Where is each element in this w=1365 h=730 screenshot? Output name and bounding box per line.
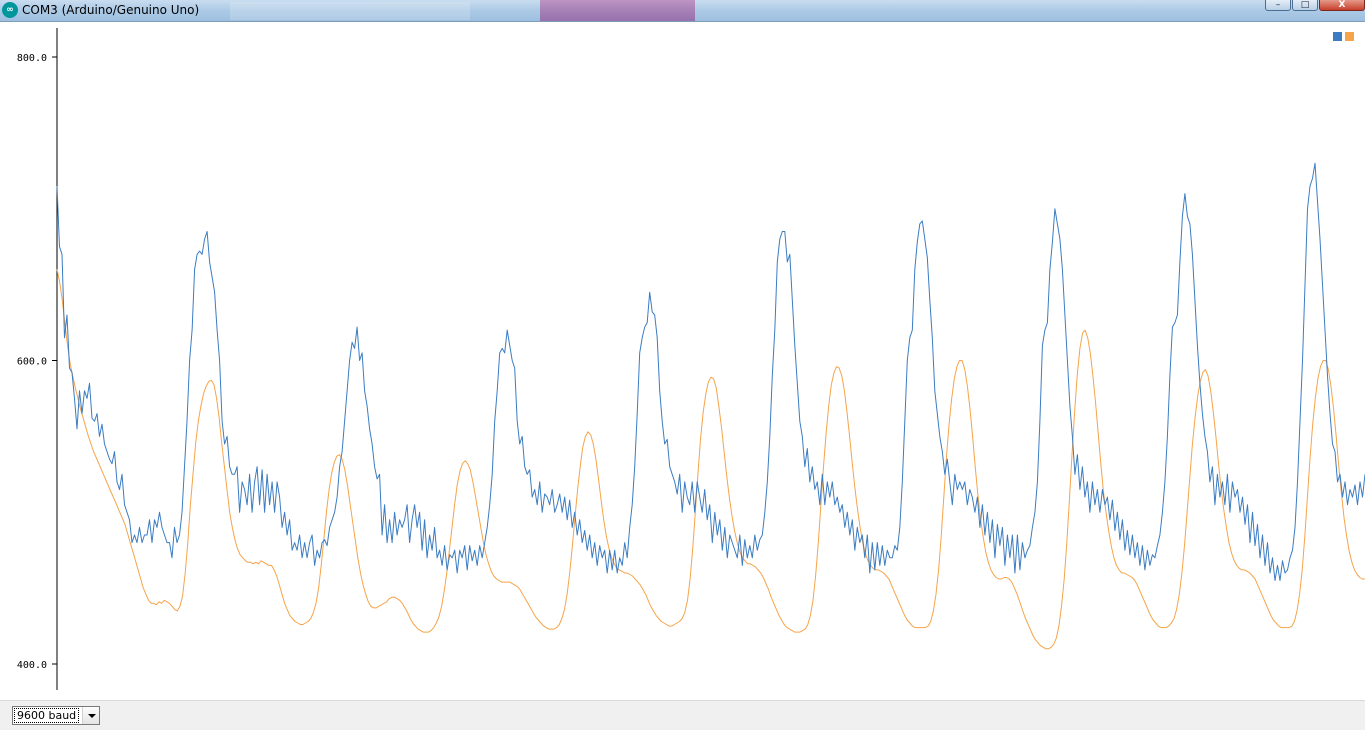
arduino-icon: ∞ xyxy=(2,2,18,18)
series-line-1 xyxy=(56,162,1365,581)
y-tick-label: 800.0 xyxy=(17,53,47,64)
background-window-glass xyxy=(230,2,470,20)
legend-swatch-1 xyxy=(1333,32,1342,41)
window-title: COM3 (Arduino/Genuino Uno) xyxy=(22,3,200,17)
chevron-down-icon[interactable] xyxy=(82,707,99,724)
y-tick-label: 600.0 xyxy=(17,357,47,368)
bottom-toolbar: 9600 baud xyxy=(0,700,1365,730)
legend-swatch-2 xyxy=(1345,32,1354,41)
maximize-icon: □ xyxy=(1300,0,1310,10)
window-title-bar[interactable]: ∞ COM3 (Arduino/Genuino Uno) – □ X xyxy=(0,0,1365,22)
series-layer xyxy=(56,162,1365,650)
close-icon: X xyxy=(1338,0,1346,10)
baud-rate-value: 9600 baud xyxy=(14,708,80,723)
serial-plotter-chart: 400.0 600.0 800.0 xyxy=(0,23,1365,699)
y-tick-label: 400.0 xyxy=(17,660,47,671)
legend xyxy=(1333,32,1354,41)
background-window-glass-highlight xyxy=(540,0,695,21)
baud-rate-select[interactable]: 9600 baud xyxy=(12,706,100,725)
series-line-2 xyxy=(56,269,1365,650)
maximize-button[interactable]: □ xyxy=(1292,0,1318,11)
y-axis: 400.0 600.0 800.0 xyxy=(17,53,57,671)
minimize-icon: – xyxy=(1275,0,1281,10)
close-button[interactable]: X xyxy=(1319,0,1365,11)
minimize-button[interactable]: – xyxy=(1265,0,1291,11)
